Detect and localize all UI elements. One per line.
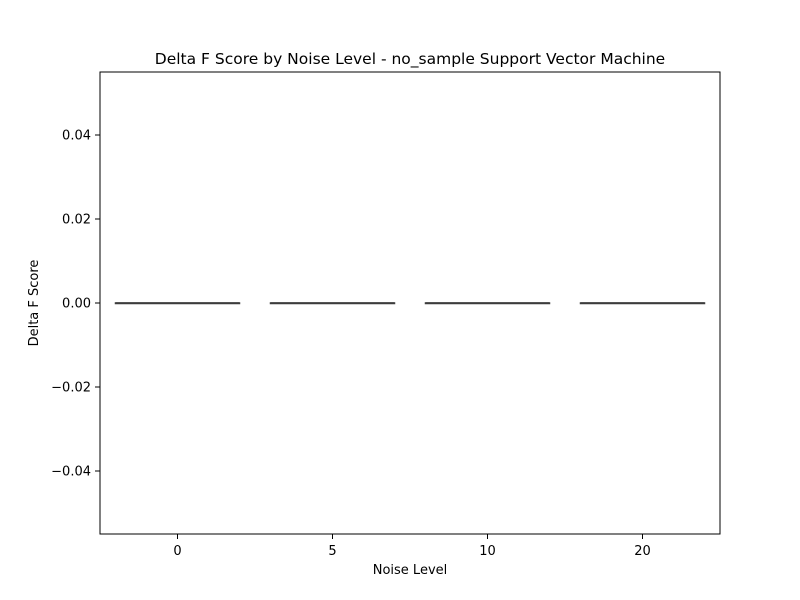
y-axis: −0.04 −0.02 0.00 0.02 0.04 — [51, 129, 100, 480]
box-plot-0 — [114, 302, 241, 305]
box-plot-5 — [269, 302, 396, 305]
y-tick-label: 0.00 — [62, 297, 91, 312]
y-tick-label: 0.04 — [62, 129, 91, 144]
box-plot-10 — [424, 302, 551, 305]
x-axis: 0 5 10 20 — [173, 534, 651, 559]
box-plot-20 — [579, 302, 706, 305]
y-tick-label: −0.04 — [51, 465, 91, 480]
chart-title: Delta F Score by Noise Level - no_sample… — [155, 50, 665, 69]
y-tick-label: −0.02 — [51, 381, 91, 396]
y-tick-label: 0.02 — [62, 213, 91, 228]
x-tick-label: 20 — [634, 544, 651, 559]
x-tick-label: 5 — [328, 544, 336, 559]
x-axis-label: Noise Level — [373, 563, 448, 578]
x-tick-label: 0 — [173, 544, 181, 559]
box-series — [114, 302, 706, 305]
x-tick-label: 10 — [479, 544, 496, 559]
y-axis-label: Delta F Score — [27, 260, 42, 347]
